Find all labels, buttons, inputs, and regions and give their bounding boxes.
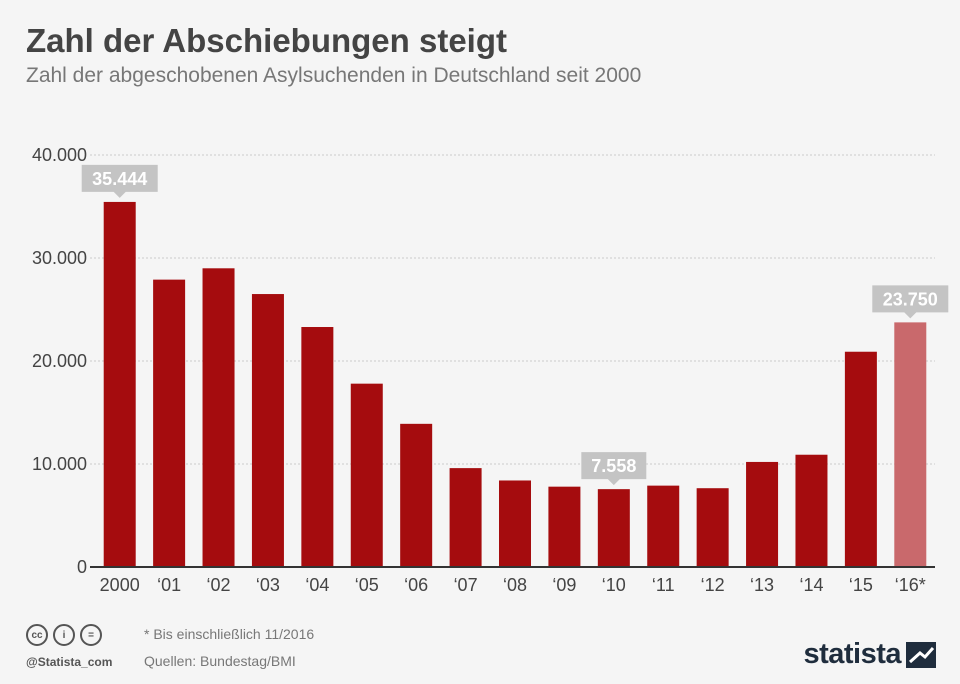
bar	[400, 423, 433, 567]
x-tick-label: ‘03	[256, 575, 280, 595]
data-callout	[81, 164, 158, 198]
bar	[350, 383, 383, 567]
y-tick-label: 0	[77, 557, 87, 577]
data-callout	[872, 285, 949, 319]
data-label: 35.444	[92, 169, 147, 189]
bar	[746, 461, 779, 567]
attribution-icon: i	[53, 624, 75, 646]
bar	[103, 201, 136, 567]
x-tick-label: 2000	[100, 575, 140, 595]
data-label: 23.750	[883, 289, 938, 309]
logo-mark-icon	[906, 641, 936, 668]
bar	[153, 279, 186, 567]
chart-subtitle: Zahl der abgeschobenen Asylsuchenden in …	[26, 64, 642, 87]
x-tick-label: ‘07	[454, 575, 478, 595]
y-tick-label: 30.000	[32, 248, 87, 268]
x-tick-label: ‘01	[157, 575, 181, 595]
statista-logo[interactable]: statista	[803, 638, 936, 671]
bar	[597, 489, 630, 567]
logo-text: statista	[803, 638, 901, 670]
statista-handle: @Statista_com	[26, 655, 113, 669]
y-tick-label: 20.000	[32, 351, 87, 371]
x-tick-label: ‘10	[602, 575, 626, 595]
sources: Quellen: Bundestag/BMI	[144, 653, 296, 669]
x-tick-label: ‘12	[701, 575, 725, 595]
x-tick-label: ‘09	[552, 575, 576, 595]
x-tick-label: ‘05	[355, 575, 379, 595]
creative-commons-icon: cc	[26, 624, 48, 646]
x-tick-label: ‘06	[404, 575, 428, 595]
bar	[251, 294, 284, 567]
bar	[548, 486, 581, 567]
bar	[795, 454, 828, 567]
x-tick-label: ‘04	[305, 575, 329, 595]
x-tick-label: ‘13	[750, 575, 774, 595]
bar	[301, 327, 334, 567]
data-label: 7.558	[591, 456, 636, 476]
x-tick-label: ‘16*	[895, 575, 926, 595]
bar	[449, 468, 482, 567]
x-tick-label: ‘15	[849, 575, 873, 595]
bar	[844, 351, 877, 567]
bar	[696, 488, 729, 567]
bar	[647, 485, 680, 567]
bar	[894, 322, 927, 567]
x-tick-label: ‘14	[799, 575, 823, 595]
no-derivatives-icon: =	[80, 624, 102, 646]
data-callout	[581, 452, 647, 486]
license-icons: cc i =	[26, 624, 102, 646]
x-tick-label: ‘11	[652, 575, 675, 595]
x-tick-label: ‘02	[207, 575, 231, 595]
bar-chart: 0 10.000 20.000 30.000 40.000 2000 ‘01 ‘02 ‘03 ‘0…	[32, 145, 949, 595]
bar	[499, 480, 531, 567]
bar	[202, 268, 235, 567]
x-tick-label: ‘08	[503, 575, 527, 595]
chart-title: Zahl der Abschiebungen steigt	[26, 22, 507, 59]
y-tick-label: 40.000	[32, 145, 87, 165]
y-tick-label: 10.000	[32, 454, 87, 474]
footnote: * Bis einschließlich 11/2016	[144, 626, 315, 642]
